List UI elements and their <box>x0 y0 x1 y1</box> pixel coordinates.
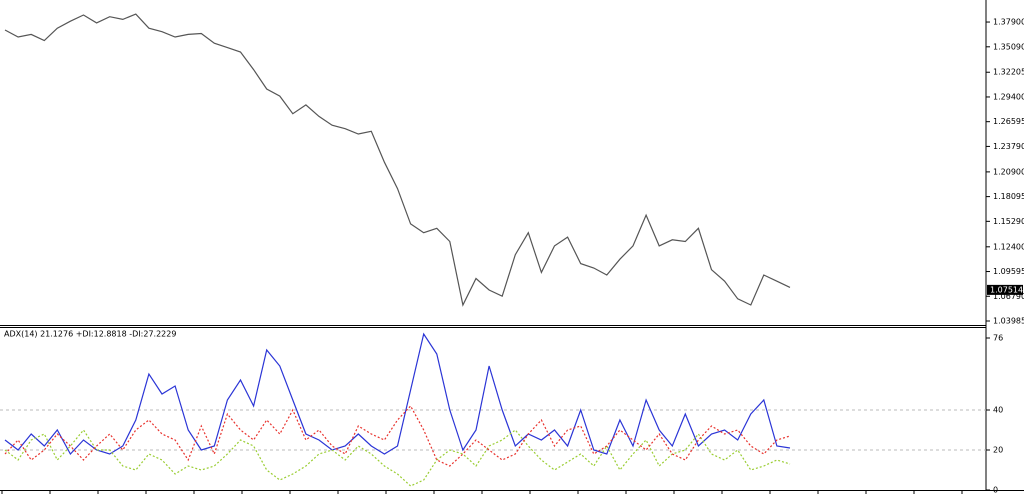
y-tick-label: 1.18095 <box>993 192 1024 201</box>
y-tick-label: 1.37900 <box>993 18 1024 27</box>
y-tick-label: 76 <box>993 334 1003 343</box>
y-tick-label: 1.20900 <box>993 167 1024 176</box>
y-tick-label: 1.35090 <box>993 42 1024 51</box>
indicator-title: ADX(14) 21.1276 +DI:12.8818 -DI:27.2229 <box>4 330 176 339</box>
y-tick-label: 1.32205 <box>993 68 1024 77</box>
last-price-box <box>987 284 1023 295</box>
y-tick-label: 0 <box>993 486 998 495</box>
y-tick-label: 1.29400 <box>993 92 1024 101</box>
series-line <box>4 428 791 487</box>
last-price-label: 1.07514 <box>990 285 1023 294</box>
y-tick-label: 1.03985 <box>993 316 1024 325</box>
y-tick-label: 1.23790 <box>993 142 1024 151</box>
y-tick-label: 40 <box>993 406 1003 415</box>
y-tick-label: 1.09595 <box>993 267 1024 276</box>
y-tick-label: 1.12400 <box>993 242 1024 251</box>
y-tick-label: 1.06790 <box>993 292 1024 301</box>
series-line <box>4 404 791 467</box>
series-line <box>4 332 791 456</box>
y-tick-label: 1.26595 <box>993 117 1024 126</box>
y-tick-label: 1.15290 <box>993 217 1024 226</box>
series-line <box>4 13 791 307</box>
y-tick-label: 20 <box>993 446 1003 455</box>
